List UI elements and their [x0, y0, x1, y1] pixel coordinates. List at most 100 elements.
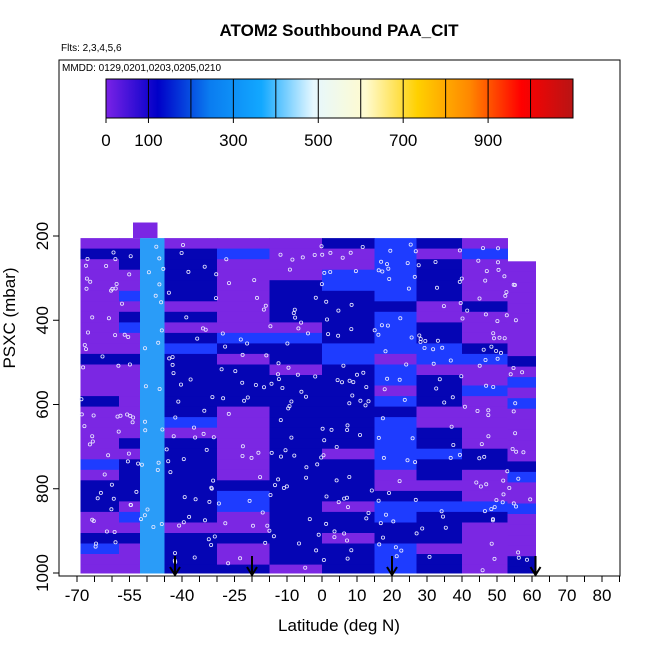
sample-marker: [431, 361, 436, 366]
heatmap-cell: [416, 343, 463, 355]
heatmap-cell: [140, 385, 165, 397]
sample-marker: [434, 386, 439, 391]
heatmap-cell: [374, 322, 417, 334]
heatmap-cell: [507, 440, 536, 452]
heatmap-cell: [322, 269, 375, 281]
heatmap-cell: [80, 343, 120, 355]
heatmap-cell: [269, 490, 323, 502]
sample-markers: [79, 242, 533, 573]
heatmap-cell: [80, 511, 120, 523]
sample-marker: [291, 311, 296, 316]
sample-marker: [409, 335, 414, 340]
sample-marker: [492, 505, 497, 510]
heatmap-cell: [140, 343, 165, 355]
heatmap-cell: [269, 480, 323, 492]
sample-marker: [335, 378, 340, 383]
sample-marker: [253, 382, 258, 387]
heatmap-cell: [374, 438, 417, 450]
sample-marker: [439, 509, 444, 514]
heatmap-cell: [416, 564, 463, 574]
sample-marker: [100, 354, 105, 359]
heatmap-cell: [80, 490, 120, 502]
heatmap-cell: [217, 427, 270, 439]
x-tick-label: -25: [222, 586, 247, 605]
heatmap-cell: [374, 332, 417, 344]
heatmap-cell: [269, 533, 323, 544]
sample-marker: [319, 455, 324, 460]
sample-marker: [138, 517, 143, 522]
heatmap-cell: [164, 301, 218, 313]
heatmap-cell: [269, 396, 323, 408]
sample-marker: [380, 269, 385, 274]
heatmap-cell: [80, 417, 120, 429]
sample-marker: [178, 382, 183, 387]
sample-marker: [408, 242, 413, 247]
sample-marker: [125, 412, 130, 417]
heatmap-cell: [462, 564, 508, 574]
heatmap-cell: [374, 406, 417, 418]
sample-marker: [482, 454, 487, 459]
sample-marker: [502, 336, 507, 341]
sample-marker: [84, 263, 89, 268]
sample-marker: [86, 330, 91, 335]
heatmap-cell: [119, 343, 141, 355]
heatmap-cell: [119, 332, 141, 344]
sample-marker: [142, 513, 147, 518]
heatmap-cell: [374, 238, 417, 250]
sample-marker: [511, 365, 516, 370]
colorbar-tick-label: 300: [219, 131, 247, 150]
heatmap-cell: [217, 522, 270, 534]
sample-marker: [364, 385, 369, 390]
sample-marker: [221, 396, 226, 401]
heatmap-cell: [322, 490, 375, 502]
sample-marker: [128, 254, 133, 259]
sample-marker: [290, 257, 295, 262]
heatmap-cell: [416, 417, 463, 429]
sample-marker: [494, 498, 499, 503]
sample-marker: [502, 274, 507, 279]
heatmap-cell: [416, 353, 463, 365]
sample-marker: [507, 485, 512, 490]
heatmap-cell: [374, 269, 417, 281]
sample-marker: [106, 316, 111, 321]
sample-marker: [514, 504, 519, 509]
heatmap-cell: [80, 533, 120, 544]
heatmap-cell: [322, 522, 375, 534]
heatmap-cell: [140, 332, 165, 344]
heatmap-cell: [374, 311, 417, 323]
heatmap-cell: [462, 375, 508, 386]
sample-marker: [287, 267, 292, 272]
heatmap-cell: [462, 311, 508, 323]
heatmap-cell: [119, 301, 141, 313]
sample-marker: [170, 362, 175, 367]
sample-marker: [495, 356, 500, 361]
sample-marker: [347, 401, 352, 406]
sample-marker: [256, 450, 261, 455]
heatmap-cell: [80, 322, 120, 334]
sample-marker: [484, 269, 489, 274]
sample-marker: [491, 384, 496, 389]
colorbar-tick-label: 0: [101, 131, 110, 150]
heatmap-cell: [416, 332, 463, 344]
sample-marker: [142, 419, 147, 424]
sample-marker: [491, 336, 496, 341]
sample-marker: [326, 332, 331, 337]
sample-marker: [516, 555, 521, 560]
heatmap-cell: [140, 301, 165, 313]
sample-marker: [380, 416, 385, 421]
x-tick-label: 60: [523, 586, 542, 605]
sample-marker: [280, 385, 285, 390]
sample-marker: [289, 435, 294, 440]
sample-marker: [181, 457, 186, 462]
sample-marker: [440, 345, 445, 350]
sample-marker: [478, 484, 483, 489]
colorbar-tick-label: 100: [134, 131, 162, 150]
heatmap-cell: [217, 448, 270, 460]
sample-marker: [201, 431, 206, 436]
heatmap-cell: [322, 238, 375, 250]
sample-marker: [342, 531, 347, 536]
heatmap-cell: [507, 461, 536, 473]
sample-marker: [267, 528, 272, 533]
heatmap-cell: [507, 524, 536, 536]
sample-marker: [240, 453, 245, 458]
